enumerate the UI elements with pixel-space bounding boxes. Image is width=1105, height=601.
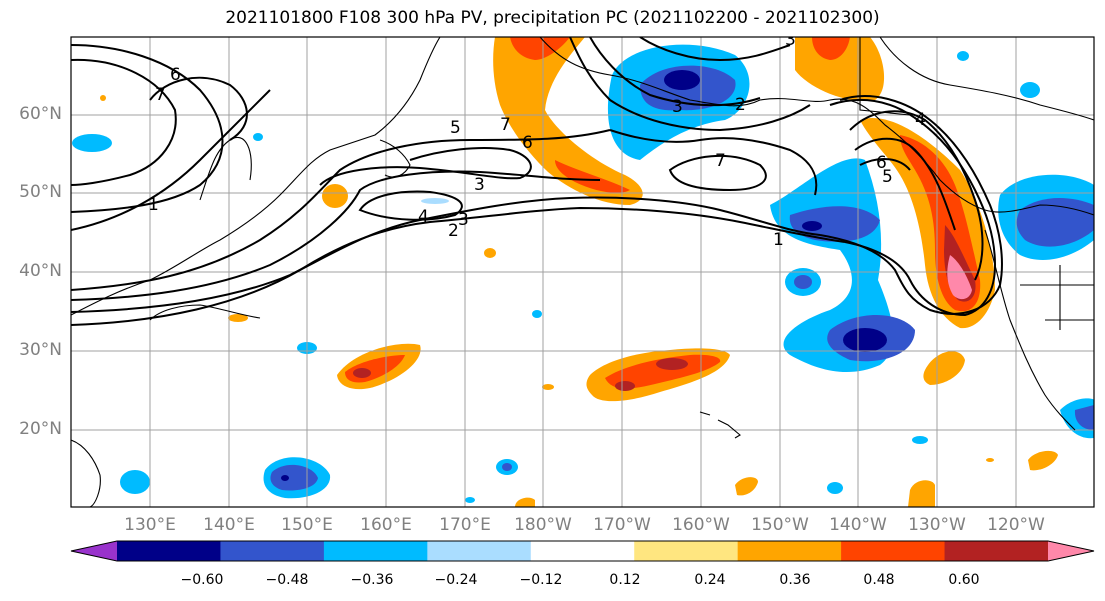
lon-label: 130°W xyxy=(908,515,966,535)
contour-label: 3 xyxy=(672,97,683,117)
plot-title: 2021101800 F108 300 hPa PV, precipitatio… xyxy=(225,8,880,28)
contour-label: 7 xyxy=(715,151,726,171)
map-frame xyxy=(70,36,1095,508)
contour-label: 3 xyxy=(785,30,796,50)
lon-label: 120°W xyxy=(987,515,1045,535)
colorbar-extend-low xyxy=(71,541,117,561)
colorbar-tick: −0.36 xyxy=(350,572,394,588)
map-field: 6 7 5 7 6 3 3 4 2 1 2 3 3 7 4 6 5 1 xyxy=(71,30,1094,507)
pv-contours xyxy=(71,37,1003,326)
colorbar-swatch xyxy=(427,541,532,561)
colorbar-swatch xyxy=(634,541,739,561)
contour-label: 7 xyxy=(500,115,511,135)
lon-label: 160°E xyxy=(360,515,412,535)
colorbar-swatch xyxy=(841,541,946,561)
lon-label: 150°E xyxy=(281,515,333,535)
lon-label: 160°W xyxy=(672,515,730,535)
lon-label: 150°W xyxy=(751,515,809,535)
contour-label: 5 xyxy=(450,118,461,138)
contour-labels: 6 7 5 7 6 3 3 4 2 1 2 3 3 7 4 6 5 1 xyxy=(148,30,926,250)
graticule xyxy=(71,37,1094,507)
colorbar-swatch xyxy=(737,541,842,561)
lon-label: 170°W xyxy=(593,515,651,535)
colorbar-tick: 0.48 xyxy=(863,572,895,588)
colorbar-tick: −0.48 xyxy=(265,572,309,588)
contour-label: 6 xyxy=(522,133,533,153)
colorbar-swatch xyxy=(220,541,325,561)
contour-label: 4 xyxy=(418,207,429,227)
colorbar-extend-high xyxy=(1048,541,1094,561)
contour-label: 2 xyxy=(448,221,459,241)
contour-label: 1 xyxy=(773,230,784,250)
colorbar-tick: 0.24 xyxy=(694,572,726,588)
lon-label: 170°E xyxy=(439,515,491,535)
lon-label: 140°E xyxy=(203,515,255,535)
lat-label: 30°N xyxy=(19,340,62,360)
contour-label: 1 xyxy=(148,195,159,215)
colorbar-swatch xyxy=(944,541,1049,561)
colorbar-swatch xyxy=(530,541,635,561)
precip-negative-shading xyxy=(72,44,1094,503)
contour-label: 7 xyxy=(155,85,166,105)
contour-label: 6 xyxy=(876,153,887,173)
contour-label: 4 xyxy=(915,110,926,130)
lat-label: 60°N xyxy=(19,104,62,124)
contour-label: 5 xyxy=(882,167,893,187)
colorbar-tick: 0.12 xyxy=(609,572,641,588)
lat-label: 20°N xyxy=(19,419,62,439)
contour-label: 3 xyxy=(474,175,485,195)
contour-label: 6 xyxy=(170,65,181,85)
colorbar-swatch xyxy=(323,541,428,561)
lon-label: 130°E xyxy=(124,515,176,535)
colorbar xyxy=(70,540,1095,562)
lon-label: 140°W xyxy=(829,515,887,535)
lat-label: 40°N xyxy=(19,261,62,281)
colorbar-swatch xyxy=(117,541,221,561)
lat-label: 50°N xyxy=(19,182,62,202)
colorbar-tick: −0.12 xyxy=(519,572,563,588)
contour-label: 3 xyxy=(458,210,469,230)
colorbar-tick: −0.60 xyxy=(180,572,224,588)
lon-label: 180°W xyxy=(514,515,572,535)
colorbar-tick: 0.36 xyxy=(779,572,811,588)
colorbar-tick: −0.24 xyxy=(434,572,478,588)
contour-label: 2 xyxy=(735,95,746,115)
colorbar-tick: 0.60 xyxy=(948,572,980,588)
